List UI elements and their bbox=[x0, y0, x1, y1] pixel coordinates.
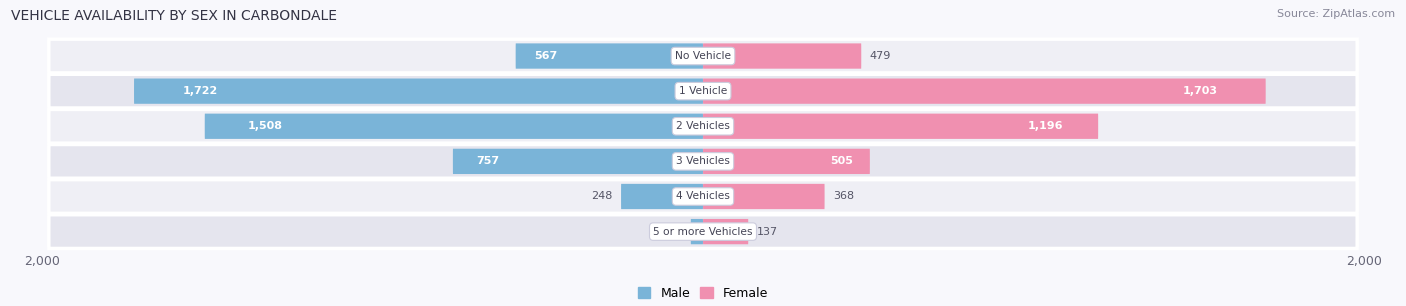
FancyBboxPatch shape bbox=[49, 144, 1357, 178]
Text: No Vehicle: No Vehicle bbox=[675, 51, 731, 61]
FancyBboxPatch shape bbox=[703, 114, 1098, 139]
Text: 37: 37 bbox=[668, 227, 682, 237]
FancyBboxPatch shape bbox=[49, 215, 1357, 248]
FancyBboxPatch shape bbox=[453, 149, 703, 174]
Text: 479: 479 bbox=[869, 51, 891, 61]
FancyBboxPatch shape bbox=[690, 219, 703, 244]
Text: VEHICLE AVAILABILITY BY SEX IN CARBONDALE: VEHICLE AVAILABILITY BY SEX IN CARBONDAL… bbox=[11, 9, 337, 23]
FancyBboxPatch shape bbox=[703, 219, 748, 244]
FancyBboxPatch shape bbox=[205, 114, 703, 139]
Text: 757: 757 bbox=[477, 156, 499, 166]
Text: 505: 505 bbox=[831, 156, 853, 166]
Text: 567: 567 bbox=[534, 51, 557, 61]
FancyBboxPatch shape bbox=[703, 149, 870, 174]
FancyBboxPatch shape bbox=[49, 180, 1357, 213]
Text: 248: 248 bbox=[592, 192, 613, 201]
FancyBboxPatch shape bbox=[134, 79, 703, 104]
Text: 1,703: 1,703 bbox=[1182, 86, 1218, 96]
FancyBboxPatch shape bbox=[49, 39, 1357, 73]
Text: 368: 368 bbox=[832, 192, 853, 201]
FancyBboxPatch shape bbox=[703, 79, 1265, 104]
FancyBboxPatch shape bbox=[49, 74, 1357, 108]
Legend: Male, Female: Male, Female bbox=[633, 282, 773, 305]
Text: Source: ZipAtlas.com: Source: ZipAtlas.com bbox=[1277, 9, 1395, 19]
Text: 3 Vehicles: 3 Vehicles bbox=[676, 156, 730, 166]
FancyBboxPatch shape bbox=[621, 184, 703, 209]
Text: 1 Vehicle: 1 Vehicle bbox=[679, 86, 727, 96]
Text: 1,508: 1,508 bbox=[247, 121, 283, 131]
Text: 137: 137 bbox=[756, 227, 778, 237]
Text: 5 or more Vehicles: 5 or more Vehicles bbox=[654, 227, 752, 237]
FancyBboxPatch shape bbox=[703, 43, 862, 69]
Text: 1,722: 1,722 bbox=[183, 86, 218, 96]
FancyBboxPatch shape bbox=[49, 110, 1357, 143]
Text: 1,196: 1,196 bbox=[1028, 121, 1063, 131]
FancyBboxPatch shape bbox=[703, 184, 824, 209]
FancyBboxPatch shape bbox=[516, 43, 703, 69]
Text: 2 Vehicles: 2 Vehicles bbox=[676, 121, 730, 131]
Text: 4 Vehicles: 4 Vehicles bbox=[676, 192, 730, 201]
